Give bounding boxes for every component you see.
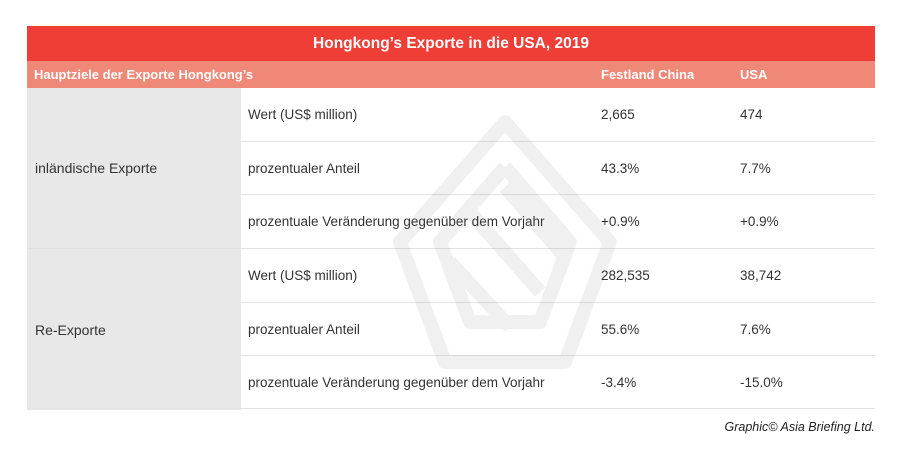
table-row: prozentuale Veränderung gegenüber dem Vo… — [241, 195, 875, 249]
graphic-credit: Graphic© Asia Briefing Ltd. — [724, 420, 875, 434]
usa-cell: +0.9% — [740, 214, 779, 230]
metric-cell: prozentuale Veränderung gegenüber dem Vo… — [248, 214, 545, 230]
usa-cell: -15.0% — [740, 375, 783, 391]
exports-table: Hongkong’s Exporte in die USA, 2019 Haup… — [27, 26, 875, 410]
usa-cell: 474 — [740, 107, 763, 122]
group-re-exports: Re-Exporte Wert (US$ million) 282,535 38… — [27, 249, 875, 410]
header-usa: USA — [740, 67, 768, 82]
china-cell: 2,665 — [601, 107, 635, 122]
table-row: Wert (US$ million) 2,665 474 — [241, 88, 875, 142]
china-cell: 43.3% — [601, 160, 640, 176]
group-domestic-exports: inländische Exporte Wert (US$ million) 2… — [27, 88, 875, 249]
group-label: Re-Exporte — [27, 249, 241, 410]
china-cell: -3.4% — [601, 375, 637, 391]
metric-cell: Wert (US$ million) — [248, 268, 358, 283]
usa-cell: 38,742 — [740, 268, 782, 283]
header-china: Festland China — [601, 67, 695, 82]
table-bottom-rule — [27, 408, 875, 409]
china-cell: 55.6% — [601, 321, 640, 337]
china-cell: 282,535 — [601, 268, 650, 283]
metric-cell: prozentualer Anteil — [248, 321, 360, 337]
metric-cell: prozentualer Anteil — [248, 160, 360, 176]
metric-cell: Wert (US$ million) — [248, 107, 358, 122]
table-row: prozentualer Anteil 43.3% 7.7% — [241, 142, 875, 196]
table-row: prozentuale Veränderung gegenüber dem Vo… — [241, 356, 875, 410]
group-label: inländische Exporte — [27, 88, 241, 248]
usa-cell: 7.6% — [740, 321, 771, 337]
metric-cell: prozentuale Veränderung gegenüber dem Vo… — [248, 375, 545, 391]
table-title: Hongkong’s Exporte in die USA, 2019 — [27, 26, 875, 61]
usa-cell: 7.7% — [740, 160, 771, 176]
china-cell: +0.9% — [601, 214, 640, 230]
table-row: Wert (US$ million) 282,535 38,742 — [241, 249, 875, 303]
table-row: prozentualer Anteil 55.6% 7.6% — [241, 303, 875, 357]
table-header-row: Hauptziele der Exporte Hongkong’s Festla… — [27, 61, 875, 88]
table-body: inländische Exporte Wert (US$ million) 2… — [27, 88, 875, 410]
header-destination: Hauptziele der Exporte Hongkong’s — [34, 67, 254, 82]
